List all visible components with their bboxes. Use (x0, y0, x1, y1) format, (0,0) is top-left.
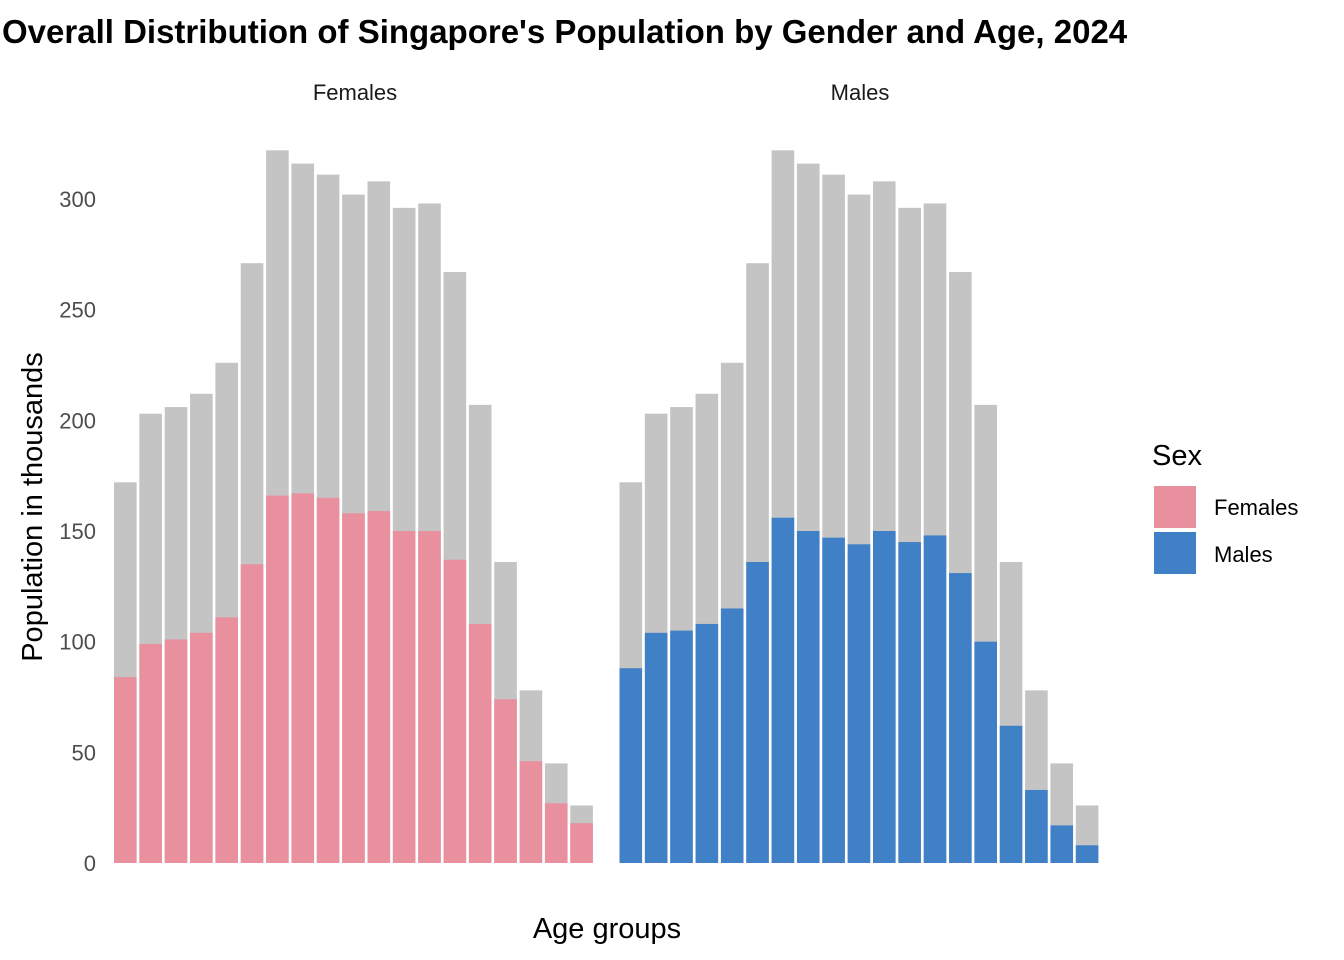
legend-swatch-females (1154, 486, 1196, 528)
bar-females (443, 559, 467, 863)
bar-females (342, 513, 365, 863)
bar-males (949, 573, 972, 863)
panel-females-bars (114, 150, 593, 864)
y-tick-label: 0 (84, 851, 96, 876)
bar-females (215, 617, 238, 863)
bar-females (266, 495, 289, 863)
x-axis-title: Age groups (533, 913, 681, 945)
legend-swatch-males (1154, 532, 1196, 574)
bar-males (771, 517, 795, 863)
panel-label-males: Males (831, 80, 890, 105)
y-tick-label: 250 (59, 298, 96, 323)
bar-males (923, 535, 947, 863)
panel-label-females: Females (313, 80, 397, 105)
bar-females (570, 823, 593, 863)
bar-females (190, 632, 213, 863)
bar-males (822, 537, 845, 863)
bar-females (316, 497, 340, 863)
y-tick-label: 150 (59, 519, 96, 544)
y-tick-label: 200 (59, 408, 96, 433)
bar-females (164, 639, 188, 863)
bar-males (1075, 845, 1099, 863)
bar-males (670, 630, 693, 863)
bar-males (974, 641, 997, 863)
bar-males (720, 608, 744, 863)
legend: Sex Females Males (1152, 440, 1298, 574)
y-tick-label: 50 (72, 740, 96, 765)
y-axis-title: Population in thousands (17, 352, 49, 662)
bar-females (418, 531, 441, 863)
bar-males (796, 531, 820, 863)
bar-females (468, 623, 492, 863)
bar-females (544, 803, 568, 863)
bar-females (114, 677, 137, 863)
bar-females (519, 761, 543, 863)
panel-males-bars (619, 150, 1099, 864)
bar-females (367, 511, 391, 863)
bar-males (644, 632, 668, 863)
y-tick-label: 300 (59, 187, 96, 212)
bar-males (695, 623, 719, 863)
bar-males (619, 668, 643, 863)
y-axis-ticks: 0 50 100 150 200 250 300 (59, 187, 96, 876)
bar-females (392, 531, 416, 863)
bar-females (291, 493, 315, 863)
bar-males (898, 542, 921, 863)
bar-males (999, 725, 1023, 863)
bar-males (1025, 789, 1048, 863)
bar-females (240, 564, 264, 863)
bar-females (139, 643, 162, 863)
bar-males (746, 561, 769, 863)
bar-males (1050, 825, 1074, 863)
y-tick-label: 100 (59, 630, 96, 655)
bar-females (494, 699, 517, 863)
chart-title: Overall Distribution of Singapore's Popu… (2, 13, 1128, 50)
bar-males (873, 531, 896, 863)
legend-label-females: Females (1214, 495, 1298, 520)
legend-label-males: Males (1214, 542, 1273, 567)
legend-title: Sex (1152, 440, 1202, 472)
bar-males (847, 544, 871, 863)
